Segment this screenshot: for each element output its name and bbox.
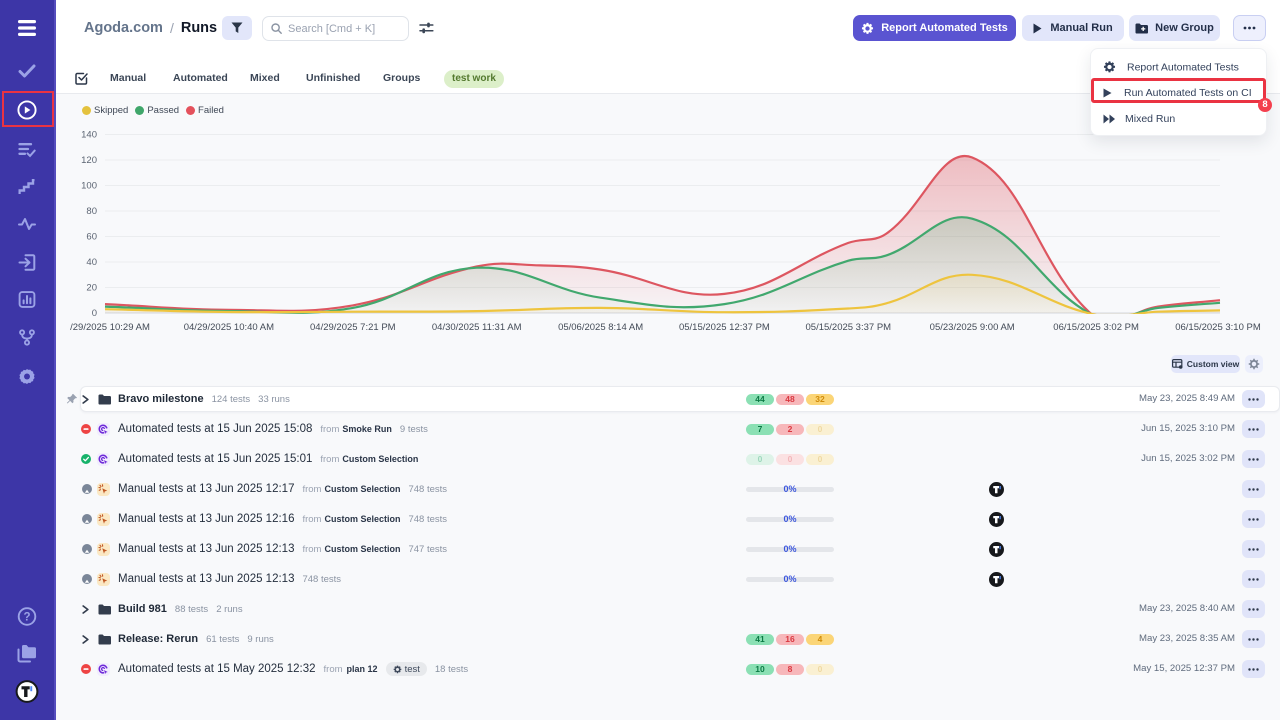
svg-text:05/23/2025 9:00 AM: 05/23/2025 9:00 AM	[930, 322, 1015, 333]
svg-text:100: 100	[81, 181, 97, 192]
svg-text:0: 0	[92, 308, 97, 319]
svg-text:/29/2025 10:29 AM: /29/2025 10:29 AM	[70, 322, 150, 333]
svg-text:04/29/2025 10:40 AM: 04/29/2025 10:40 AM	[184, 322, 274, 333]
svg-text:05/15/2025 3:37 PM: 05/15/2025 3:37 PM	[806, 322, 892, 333]
svg-text:04/30/2025 11:31 AM: 04/30/2025 11:31 AM	[432, 322, 522, 333]
svg-text:140: 140	[81, 130, 97, 141]
svg-text:?: ?	[23, 612, 30, 624]
svg-text:05/15/2025 12:37 PM: 05/15/2025 12:37 PM	[679, 322, 770, 333]
svg-text:04/29/2025 7:21 PM: 04/29/2025 7:21 PM	[310, 322, 396, 333]
svg-text:60: 60	[86, 232, 97, 243]
svg-text:06/15/2025 3:10 PM: 06/15/2025 3:10 PM	[1175, 322, 1261, 333]
svg-text:80: 80	[86, 206, 97, 217]
svg-text:120: 120	[81, 155, 97, 166]
svg-text:40: 40	[86, 257, 97, 268]
svg-text:05/06/2025 8:14 AM: 05/06/2025 8:14 AM	[558, 322, 643, 333]
svg-text:06/15/2025 3:02 PM: 06/15/2025 3:02 PM	[1053, 322, 1139, 333]
svg-text:20: 20	[86, 283, 97, 294]
